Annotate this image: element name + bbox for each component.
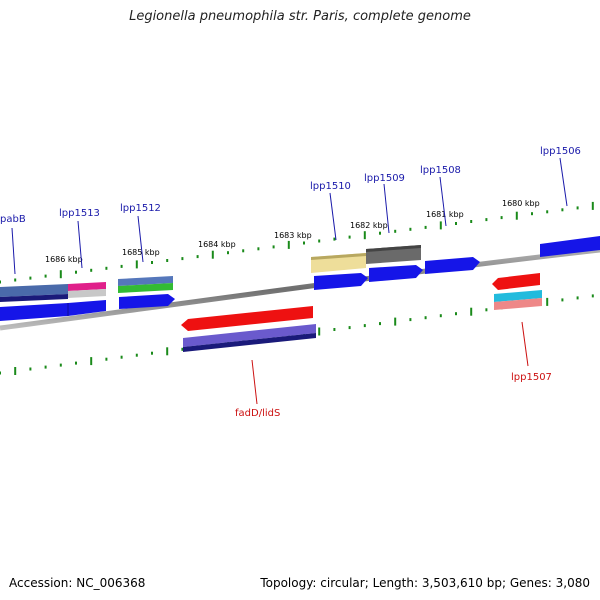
- genome-stats: Topology: circular; Length: 3,503,610 bp…: [260, 576, 590, 590]
- gene-lpp1512-feature-green[interactable]: [118, 283, 173, 293]
- gene-pabB-cds-arrow[interactable]: [0, 300, 106, 321]
- gene-label-pabB[interactable]: pabB: [0, 214, 26, 225]
- gene-label-lpp1506[interactable]: lpp1506: [540, 146, 581, 157]
- gene-label-lpp1507[interactable]: lpp1507: [511, 372, 552, 383]
- separator: ;: [501, 576, 510, 590]
- accession-info: Accession: NC_006368: [9, 576, 145, 590]
- leader-fadD-lidS: [251, 359, 258, 405]
- gene-label-lpp1509[interactable]: lpp1509: [364, 173, 405, 184]
- separator: ;: [364, 576, 373, 590]
- gene-label-lpp1512[interactable]: lpp1512: [120, 203, 161, 214]
- gene-lpp1507-cds-arrow[interactable]: [492, 273, 540, 290]
- leader-lpp1512: [137, 215, 144, 263]
- gene-lpp1513-feature-pink[interactable]: [68, 282, 106, 291]
- scale-label-1685: 1685 kbp: [122, 248, 160, 257]
- topology-value: circular: [320, 576, 365, 590]
- gene-lpp1507-feature-salmon[interactable]: [494, 298, 542, 310]
- gene-lpp1513-feature-silver[interactable]: [68, 289, 106, 298]
- gene-fadD-lidS-cds-arrow[interactable]: [181, 306, 313, 331]
- gene-lpp1510-cds-arrow[interactable]: [314, 273, 368, 290]
- genome-backbone: [0, 247, 600, 331]
- gene-label-lpp1513[interactable]: lpp1513: [59, 208, 100, 219]
- length-label: Length:: [372, 576, 419, 590]
- gene-pabB-feature-slate[interactable]: [0, 284, 68, 297]
- scale-label-1684: 1684 kbp: [198, 240, 236, 249]
- gene-fadD-lidS-feature-purple[interactable]: [183, 324, 316, 347]
- gene-label-lpp1508[interactable]: lpp1508: [420, 165, 461, 176]
- accession-label: Accession:: [9, 576, 73, 590]
- leader-lpp1509: [383, 183, 390, 234]
- scale-label-1682: 1682 kbp: [350, 221, 388, 230]
- map-title: Legionella pneumophila str. Paris, compl…: [129, 9, 471, 24]
- gene-lpp1509-feature-gray-edge[interactable]: [366, 245, 421, 252]
- leader-pabB: [11, 227, 16, 275]
- gene-lpp1509-cds-arrow[interactable]: [369, 265, 423, 282]
- genes-label: Genes:: [509, 576, 552, 590]
- length-value: 3,503,610 bp: [421, 576, 502, 590]
- accession-value: NC_006368: [76, 576, 146, 590]
- gene-lpp1506-cds-arrow[interactable]: [540, 236, 600, 257]
- gene-label-lpp1510[interactable]: lpp1510: [310, 181, 351, 192]
- gene-lpp1512-feature-slate[interactable]: [118, 276, 173, 286]
- gene-lpp1512-cds-arrow[interactable]: [119, 294, 175, 309]
- gene-lpp1508-cds-arrow[interactable]: [425, 257, 480, 274]
- plus-strand-features: [0, 236, 600, 321]
- scale-label-1686: 1686 kbp: [45, 255, 83, 264]
- scale-label-1680: 1680 kbp: [502, 199, 540, 208]
- leader-lpp1506: [559, 157, 568, 207]
- label-leader-lines: [11, 157, 568, 405]
- minus-strand-features: [181, 273, 542, 352]
- gene-fadD-lidS-feature-navy[interactable]: [183, 333, 316, 352]
- leader-lpp1510: [329, 192, 337, 241]
- scale-label-1683: 1683 kbp: [274, 231, 312, 240]
- gene-label-fadD-lidS[interactable]: fadD/lidS: [235, 408, 280, 419]
- gene-pabB-feature-navy[interactable]: [0, 294, 68, 302]
- leader-lpp1507: [521, 321, 529, 367]
- topology-label: Topology:: [260, 576, 317, 590]
- leader-lpp1513: [77, 220, 83, 269]
- genes-value: 3,080: [555, 576, 590, 590]
- leader-lpp1508: [439, 176, 447, 227]
- outer-tick-track: [0, 201, 594, 284]
- gene-labels: pabB lpp1513 lpp1512 lpp1510 lpp1509 lpp…: [0, 146, 581, 419]
- gene-lpp1510-feature-olive-edge[interactable]: [311, 253, 366, 260]
